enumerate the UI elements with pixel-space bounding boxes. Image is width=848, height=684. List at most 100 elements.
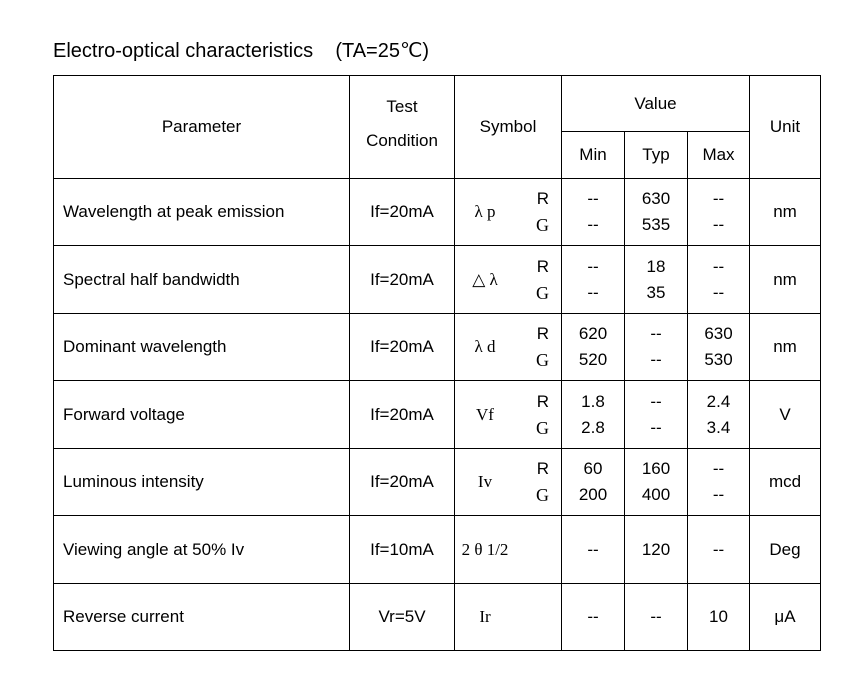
min-value: -- [587,282,599,302]
min-value: -- [587,256,599,276]
color-label-r: R [536,391,549,411]
table-row: Viewing angle at 50% Iv If=10mA 2 θ 1/2 -- 1… [53,515,821,584]
typ-cell: -- -- [624,313,688,381]
symbol-text: Iv [477,472,493,491]
parameter-cell: Spectral half bandwidth [53,245,350,314]
max-value: -- [712,256,725,276]
parameter-cell: Forward voltage [53,380,350,449]
color-label-r: R [536,189,549,208]
typ-value: -- [650,350,662,369]
color-label-g: G [536,485,549,505]
condition-cell: If=20mA [349,178,455,246]
typ-value: -- [650,607,662,626]
max-value: 2.4 [706,391,731,411]
color-label-r: R [536,324,549,343]
symbol-cell: Ir [454,583,562,651]
color-label-g: G [536,282,549,303]
max-cell: -- -- [687,178,750,246]
typ-value: 400 [641,485,671,504]
header-test-condition: Test Condition [349,75,455,179]
symbol-text: 2 θ 1/2 [461,539,509,559]
typ-cell: -- [624,583,688,651]
max-value: 630 [704,324,733,343]
condition-cell: Vr=5V [349,583,455,651]
color-label-g: G [536,350,549,370]
min-cell: -- [561,515,625,584]
unit-cell: mcd [749,448,821,516]
min-cell: 60 200 [561,448,625,516]
min-value: 2.8 [581,417,605,437]
unit-cell: μA [749,583,821,651]
min-cell: -- -- [561,245,625,314]
min-value: -- [587,607,599,626]
max-value: -- [712,539,725,559]
table-row: Reverse current Vr=5V Ir -- -- 10 μA [53,583,821,651]
max-value: -- [712,459,725,478]
symbol-cell: Iv R G [454,448,562,516]
symbol-text: △ λ [472,269,498,289]
typ-value: 535 [641,215,671,234]
typ-cell: 160 400 [624,448,688,516]
max-value: -- [712,189,725,208]
min-cell: -- -- [561,178,625,246]
condition-cell: If=20mA [349,313,455,381]
max-cell: 630 530 [687,313,750,381]
max-value: 530 [704,350,733,369]
min-value: 1.8 [581,391,605,411]
max-value: -- [712,215,725,234]
typ-cell: 120 [624,515,688,584]
max-cell: -- -- [687,245,750,314]
header-min: Min [561,131,625,179]
table-row: Spectral half bandwidth If=20mA △ λ R G -- -- 1… [53,245,821,314]
unit-cell: Deg [749,515,821,584]
min-value: 60 [583,459,603,478]
unit-cell: nm [749,178,821,246]
characteristics-table: Parameter Test Condition Symbol Value Un… [53,75,821,651]
min-value: -- [587,539,599,559]
condition-cell: If=10mA [349,515,455,584]
symbol-cell: 2 θ 1/2 [454,515,562,584]
table-row: Luminous intensity If=20mA Iv R G 60 200 160 400… [53,448,821,516]
condition-cell: If=20mA [349,245,455,314]
header-parameter: Parameter [53,75,350,179]
min-value: 620 [578,324,608,343]
table-row: Dominant wavelength If=20mA λ d R G 620 520 -- -… [53,313,821,381]
max-cell: 2.4 3.4 [687,380,750,449]
header-symbol: Symbol [454,75,562,179]
symbol-text: Ir [479,607,491,626]
typ-value: 160 [641,459,671,478]
unit-cell: V [749,380,821,449]
max-cell: -- -- [687,448,750,516]
typ-cell: 18 35 [624,245,688,314]
header-value: Value [561,75,750,132]
parameter-cell: Dominant wavelength [53,313,350,381]
min-value: 520 [578,350,608,369]
header-unit: Unit [749,75,821,179]
typ-value: 630 [641,189,671,208]
min-value: 200 [578,485,608,504]
symbol-text: Vf [476,404,494,424]
unit-cell: nm [749,245,821,314]
min-cell: -- [561,583,625,651]
max-value: 10 [709,607,728,626]
typ-value: 35 [646,282,666,302]
typ-cell: -- -- [624,380,688,449]
parameter-cell: Reverse current [53,583,350,651]
header-condition: Condition [366,131,438,150]
min-cell: 1.8 2.8 [561,380,625,449]
condition-cell: If=20mA [349,380,455,449]
symbol-cell: Vf R G [454,380,562,449]
typ-value: -- [650,417,662,437]
document-title: Electro-optical characteristics (TA=25℃) [53,40,430,62]
parameter-cell: Viewing angle at 50% Iv [53,515,350,584]
color-label-r: R [536,459,549,478]
